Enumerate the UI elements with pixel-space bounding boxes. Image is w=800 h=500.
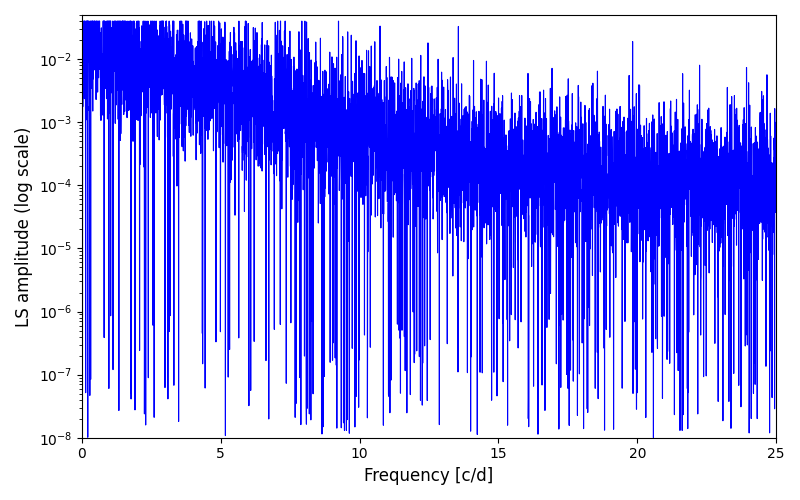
X-axis label: Frequency [c/d]: Frequency [c/d] — [364, 467, 494, 485]
Y-axis label: LS amplitude (log scale): LS amplitude (log scale) — [15, 126, 33, 326]
